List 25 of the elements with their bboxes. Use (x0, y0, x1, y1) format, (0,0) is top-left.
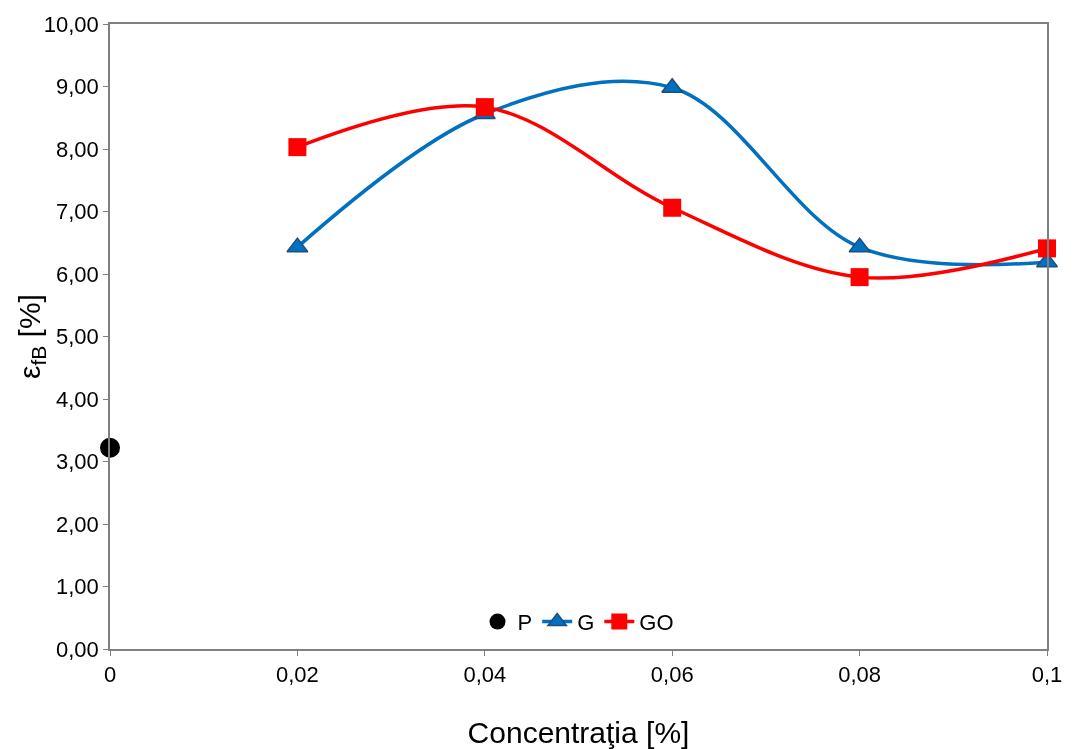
y-tick-label: 5,00 (56, 324, 99, 350)
y-tick-label: 9,00 (56, 74, 99, 100)
y-tick-label: 10,00 (43, 11, 99, 37)
y-tick-label: 4,00 (56, 386, 99, 412)
point (475, 98, 494, 117)
y-tick-label: 8,00 (56, 136, 99, 162)
legend-label: G (577, 610, 595, 636)
x-tick-label: 0 (103, 662, 117, 688)
y-tick-label: 0,00 (56, 636, 99, 662)
point (663, 198, 682, 217)
y-tick-label: 6,00 (56, 261, 99, 287)
x-axis-title: Concentraţia [%] (467, 716, 690, 749)
x-tick-label: 0,06 (650, 662, 694, 688)
y-tick-label: 1,00 (56, 574, 99, 600)
y-tick-label: 7,00 (56, 199, 99, 225)
x-tick-label: 0,1 (1031, 662, 1063, 688)
point (288, 138, 307, 157)
x-tick-label: 0,08 (838, 662, 882, 688)
y-tick-label: 3,00 (56, 449, 99, 475)
legend-label: GO (639, 610, 674, 636)
y-tick-label: 2,00 (56, 511, 99, 537)
point (850, 268, 869, 287)
x-tick-label: 0,04 (463, 662, 507, 688)
legend-label: P (517, 610, 533, 636)
x-tick-label: 0,02 (275, 662, 319, 688)
